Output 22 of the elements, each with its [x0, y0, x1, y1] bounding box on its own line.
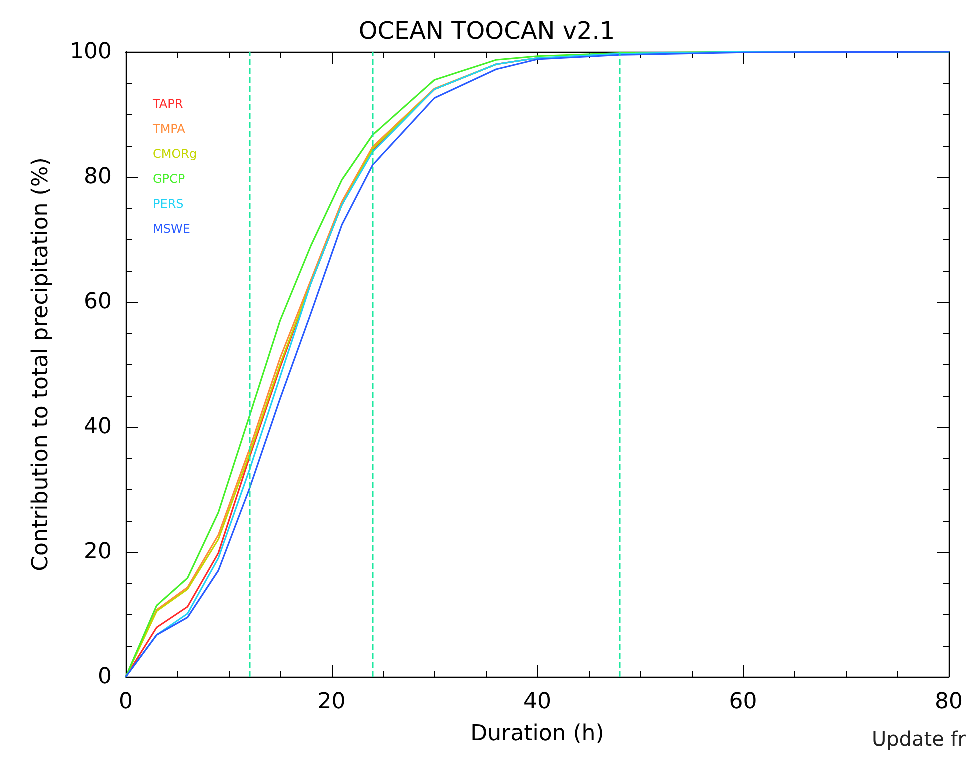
text: TAPR	[152, 97, 184, 111]
text: TMPA	[152, 122, 186, 136]
x-tick-label: 80	[935, 690, 964, 714]
x-tick-label: 40	[524, 690, 552, 714]
text: Update fr	[872, 727, 966, 751]
x-tick-label: 0	[119, 690, 133, 714]
text: CMORg	[153, 147, 198, 161]
line-series	[125, 51, 950, 678]
x-tick-label: 20	[318, 690, 346, 714]
y-tick-label: 0	[98, 664, 112, 690]
y-tick-label: 20	[84, 540, 112, 564]
y-tick-label: 100	[70, 40, 112, 64]
x-axis-title: Duration (h)	[470, 722, 604, 746]
chart-title: OCEAN TOOCAN v2.1	[358, 17, 616, 45]
y-axis-title: Contribution to total precipitation (%)	[28, 158, 54, 572]
y-tick-label: 60	[84, 290, 112, 314]
x-tick-label: 60	[729, 690, 758, 714]
text: MSWE	[153, 222, 190, 236]
y-tick-label: 80	[84, 164, 112, 190]
text: GPCP	[153, 172, 186, 186]
y-tick-label: 40	[84, 414, 112, 440]
text: PERS	[153, 197, 184, 211]
